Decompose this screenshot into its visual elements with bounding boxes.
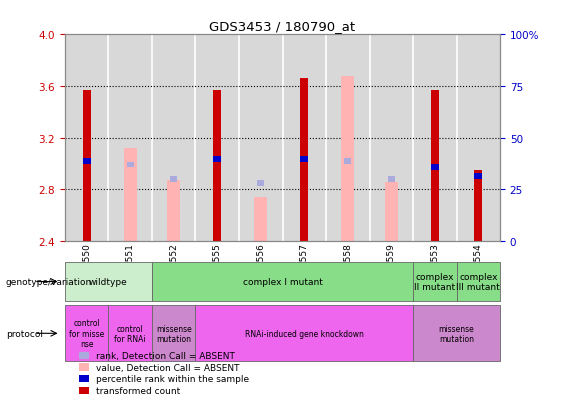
Bar	[431, 165, 438, 171]
Bar	[83, 158, 90, 164]
Text: genotype/variation: genotype/variation	[6, 278, 92, 286]
Bar	[83, 90, 90, 242]
Bar	[214, 90, 221, 242]
Text: control
for misse
nse: control for misse nse	[69, 319, 105, 348]
Text: missense
mutation: missense mutation	[156, 324, 192, 343]
Bar	[170, 176, 177, 182]
Bar	[475, 178, 482, 183]
Text: transformed count: transformed count	[96, 386, 180, 395]
Bar	[127, 162, 134, 168]
Text: RNAi-induced gene knockdown: RNAi-induced gene knockdown	[245, 329, 364, 338]
Bar	[301, 79, 308, 242]
Text: complex I mutant: complex I mutant	[242, 278, 323, 286]
Text: percentile rank within the sample: percentile rank within the sample	[96, 374, 249, 383]
Text: rank, Detection Call = ABSENT: rank, Detection Call = ABSENT	[96, 351, 235, 360]
Bar	[254, 198, 267, 242]
Text: complex
II mutant: complex II mutant	[414, 272, 455, 292]
Bar	[341, 76, 354, 242]
Bar	[167, 181, 180, 242]
Bar	[344, 158, 351, 164]
Bar	[431, 90, 438, 242]
Text: wildtype: wildtype	[89, 278, 128, 286]
Bar	[475, 171, 482, 242]
Text: protocol: protocol	[6, 329, 42, 338]
Bar	[214, 157, 221, 163]
Bar	[475, 174, 482, 180]
Bar	[301, 157, 308, 163]
Text: control
for RNAi: control for RNAi	[115, 324, 146, 343]
Text: missense
mutation: missense mutation	[438, 324, 475, 343]
Text: complex
III mutant: complex III mutant	[457, 272, 500, 292]
Bar	[385, 182, 398, 242]
Bar	[388, 176, 395, 182]
Text: value, Detection Call = ABSENT: value, Detection Call = ABSENT	[96, 363, 240, 372]
Bar	[257, 180, 264, 186]
Bar	[124, 149, 137, 242]
Title: GDS3453 / 180790_at: GDS3453 / 180790_at	[210, 19, 355, 33]
